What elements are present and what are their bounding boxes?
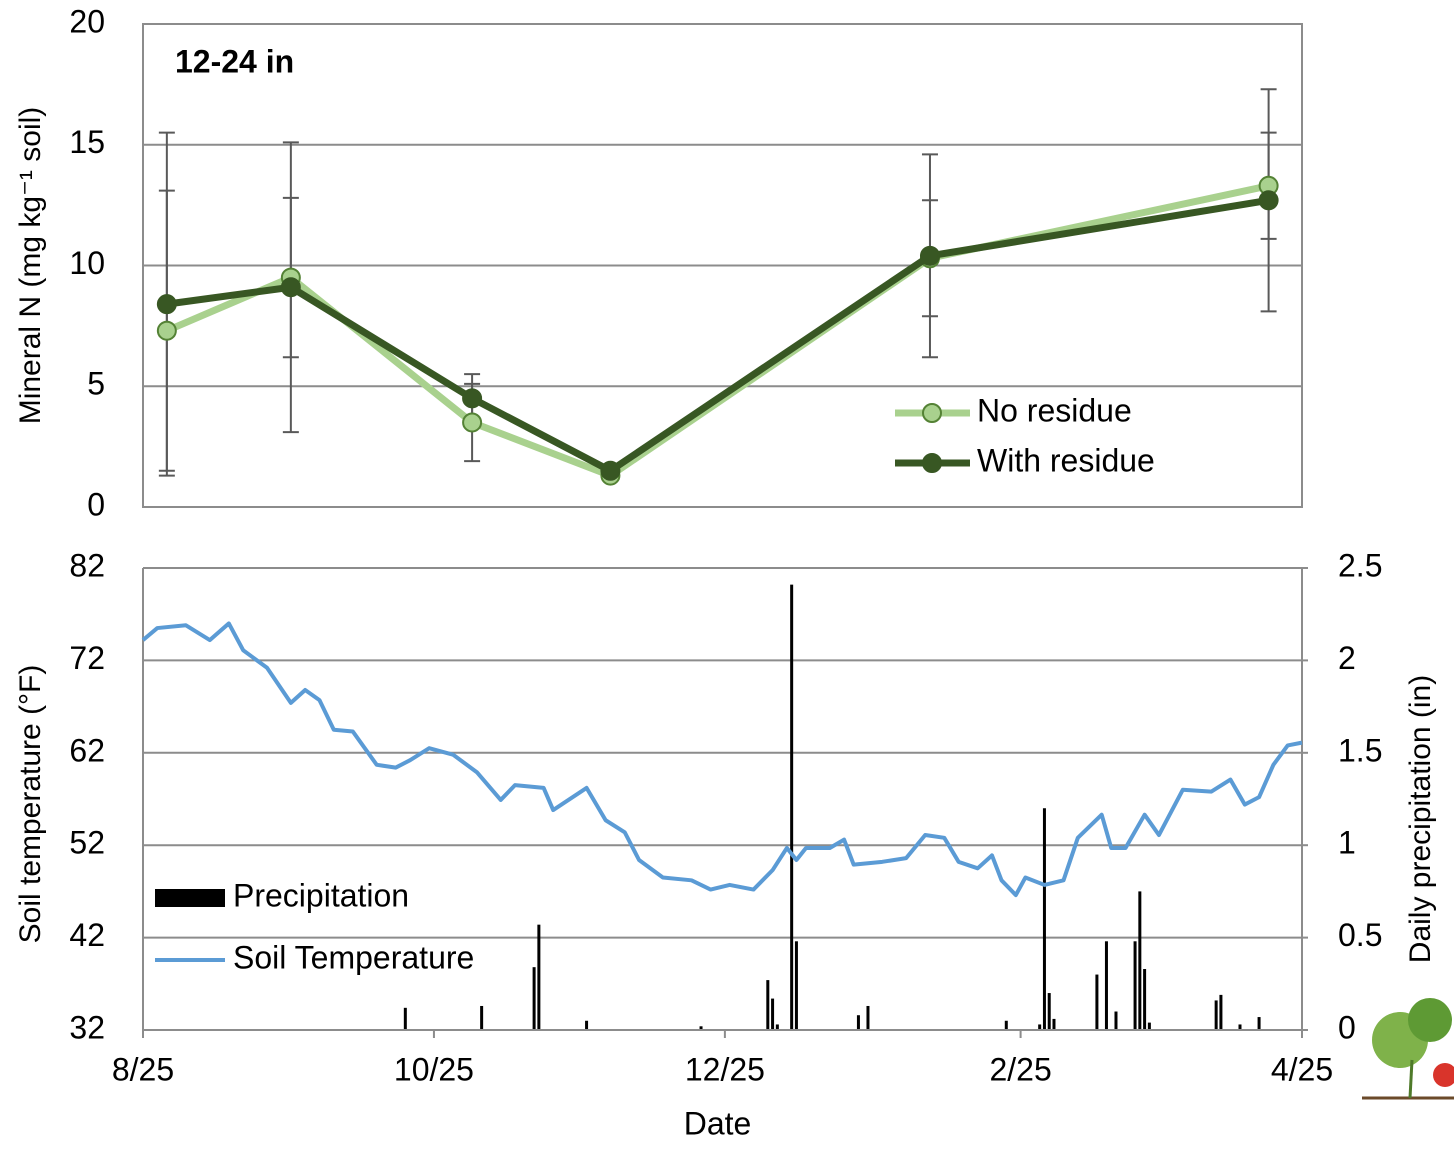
y2-tick-label: 2 (1338, 640, 1356, 676)
y-tick-label: 42 (69, 917, 105, 953)
y-tick-label: 52 (69, 825, 105, 861)
bar (403, 1007, 407, 1030)
bar (1047, 993, 1051, 1030)
plot-border (142, 23, 1303, 508)
bar (1095, 974, 1099, 1030)
y-tick-label: 20 (69, 3, 105, 39)
y-axis-label: Mineral N (mg kg⁻¹ soil) (14, 107, 47, 425)
bar (1143, 969, 1147, 1030)
y2-tick-label: 2.5 (1338, 547, 1382, 583)
bar (537, 924, 541, 1030)
bar (1004, 1020, 1008, 1030)
bar (699, 1026, 703, 1030)
y-tick-label: 82 (69, 547, 105, 583)
plant-icon (1362, 998, 1454, 1100)
x-tick-label: 8/25 (112, 1051, 174, 1087)
x-axis-label: Date (684, 1105, 752, 1141)
bar (775, 1024, 779, 1030)
y2-tick-label: 0.5 (1338, 917, 1382, 953)
y2-tick-label: 0 (1338, 1009, 1356, 1045)
y-tick-label: 0 (87, 486, 105, 522)
y2-tick-label: 1.5 (1338, 732, 1382, 768)
marker (1258, 190, 1279, 211)
y2-axis-label: Daily precipitation (in) (1404, 675, 1437, 963)
x-tick-label: 10/25 (394, 1051, 474, 1087)
marker (156, 294, 177, 315)
bar (1114, 1011, 1118, 1030)
legend-label: With residue (977, 442, 1155, 478)
legend-swatch (155, 889, 225, 907)
bar (771, 998, 775, 1030)
y-axis-label: Soil temperature (°F) (14, 665, 47, 944)
bar (1038, 1024, 1042, 1030)
x-tick-label: 12/25 (685, 1051, 765, 1087)
bar (1133, 941, 1137, 1030)
y2-tick-label: 1 (1338, 825, 1356, 861)
bar (1104, 941, 1108, 1030)
marker (280, 277, 301, 298)
x-tick-label: 4/25 (1271, 1051, 1333, 1087)
x-tick-label: 2/25 (989, 1051, 1051, 1087)
marker (600, 460, 621, 481)
annotation: 12-24 in (175, 43, 294, 79)
bar (794, 941, 798, 1030)
legend-label: Soil Temperature (233, 939, 474, 975)
y-tick-label: 72 (69, 640, 105, 676)
bar (1042, 808, 1046, 1030)
bar (1138, 891, 1142, 1030)
bar (480, 1005, 484, 1030)
marker (462, 412, 483, 433)
marker (462, 388, 483, 409)
series-line (141, 621, 1303, 898)
legend-label: No residue (977, 392, 1132, 428)
series-line (166, 196, 1270, 475)
y-tick-label: 10 (69, 245, 105, 281)
legend-marker (922, 453, 942, 473)
marker (156, 320, 177, 341)
bar (1147, 1022, 1151, 1030)
legend-marker (922, 403, 942, 423)
bar (1052, 1018, 1056, 1030)
marker (919, 245, 940, 266)
bar (585, 1020, 589, 1030)
bar (1257, 1017, 1261, 1030)
bar (1219, 994, 1223, 1030)
bar (1214, 1000, 1218, 1030)
y-tick-label: 62 (69, 732, 105, 768)
y-tick-label: 15 (69, 124, 105, 160)
bar (766, 980, 770, 1030)
bar (532, 967, 536, 1030)
bar (1238, 1024, 1242, 1030)
bar (790, 584, 794, 1030)
bar (856, 1015, 860, 1030)
legend-label: Precipitation (233, 877, 409, 913)
y-tick-label: 5 (87, 366, 105, 402)
y-tick-label: 32 (69, 1009, 105, 1045)
bar (866, 1005, 870, 1030)
